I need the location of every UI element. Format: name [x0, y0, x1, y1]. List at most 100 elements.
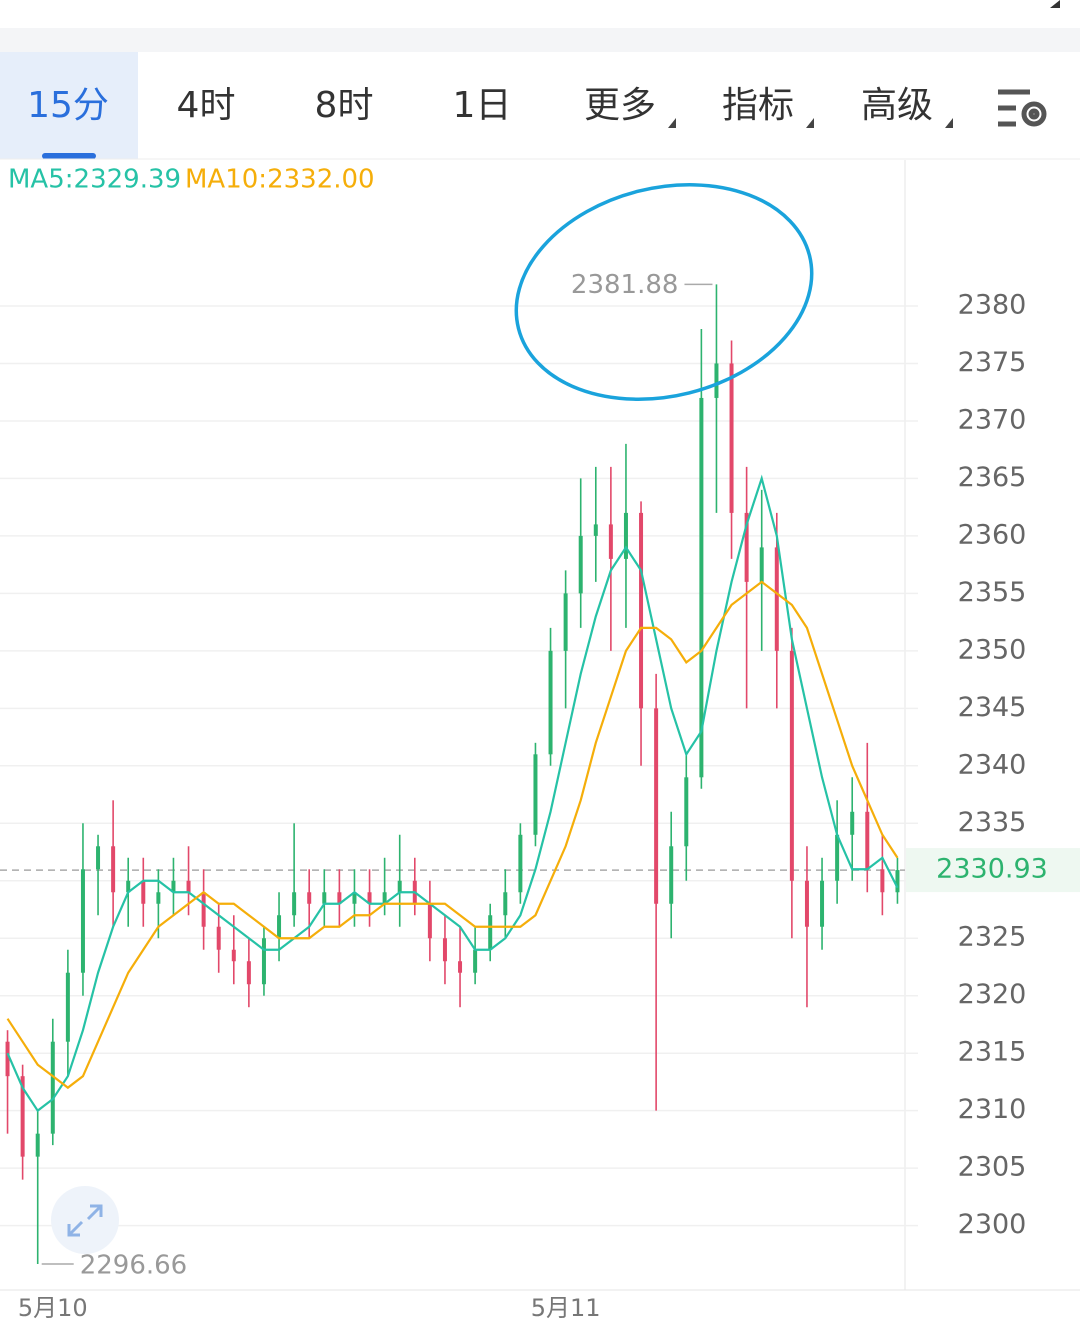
candle-body [789, 650, 794, 881]
candle-body [216, 926, 221, 950]
y-tick-label: 2380 [958, 289, 1027, 320]
tab-indicator [42, 153, 96, 159]
y-tick-label: 2340 [958, 749, 1027, 780]
candle-body [80, 869, 85, 973]
x-tick-label: 5月10 [18, 1294, 88, 1319]
candle-body [277, 915, 282, 939]
candle-body [608, 524, 613, 559]
tab[interactable]: 指标 [722, 85, 794, 126]
candle-body [458, 961, 463, 973]
y-tick-label: 2325 [958, 922, 1027, 953]
candle-body [654, 708, 659, 904]
y-tick-label: 2360 [958, 519, 1027, 550]
expand-icon [67, 1204, 103, 1237]
y-tick-label: 2375 [958, 347, 1027, 378]
ma-line [6, 580, 899, 1090]
candle-body [639, 512, 644, 709]
candle-body [126, 880, 131, 893]
dropdown-arrow [945, 118, 953, 128]
candle-body [186, 880, 191, 893]
candle-body [231, 949, 236, 962]
candle-body [201, 892, 206, 927]
tab[interactable]: 更多 [584, 85, 656, 126]
candle-body [804, 880, 809, 927]
candle-body [503, 892, 508, 916]
tab[interactable]: 4时 [177, 85, 236, 126]
x-tick-label: 5月11 [531, 1294, 601, 1319]
corner-icon [1050, 0, 1060, 8]
candle-body [563, 593, 568, 651]
candle-body [382, 892, 387, 904]
tab[interactable]: 高级 [861, 85, 933, 126]
candle-body [352, 892, 357, 904]
candle-body [729, 363, 734, 513]
candle-body [548, 650, 553, 755]
candle-body [35, 1133, 40, 1157]
candle-body [684, 777, 689, 847]
candle-body [533, 754, 538, 835]
candle-body [850, 811, 855, 835]
candle-body [759, 547, 764, 582]
y-tick-label: 2335 [958, 807, 1027, 838]
y-tick-label: 2310 [958, 1094, 1027, 1125]
candle-body [307, 892, 312, 904]
candle-body [880, 869, 885, 893]
candle-body [261, 938, 266, 985]
top-strip [0, 28, 1080, 52]
candle-body [171, 880, 176, 893]
y-tick-label: 2365 [958, 462, 1027, 493]
candle-body [337, 892, 342, 904]
tab[interactable]: 1日 [453, 85, 512, 126]
y-tick-label: 2315 [958, 1037, 1027, 1068]
candle-body [518, 834, 523, 893]
last-price-label: 2330.93 [936, 854, 1048, 885]
candle-body [488, 915, 493, 950]
y-tick-label: 2355 [958, 577, 1027, 608]
candle-body [835, 834, 840, 881]
candle-body [20, 1076, 25, 1157]
candle-body [292, 892, 297, 916]
candle-body [774, 547, 779, 651]
candle-body [427, 903, 432, 939]
dropdown-arrow [668, 118, 676, 128]
candle-body [865, 811, 870, 870]
y-tick-label: 2370 [958, 404, 1027, 435]
tab-selected-bg [0, 52, 138, 159]
last-price-bg [906, 848, 1080, 893]
legend-ma10: MA10:2332.00 [185, 165, 375, 195]
tab[interactable]: 8时 [315, 85, 374, 126]
candle-body [593, 524, 598, 536]
tab[interactable]: 15分 [27, 85, 109, 126]
candle-body [714, 363, 719, 398]
candle-body [156, 892, 161, 904]
candle-body [669, 846, 674, 904]
candle-body [442, 938, 447, 962]
candle-body [141, 880, 146, 904]
expand-button[interactable] [51, 1186, 119, 1254]
candle-body [397, 880, 402, 893]
candle-body [65, 972, 70, 1042]
candle-body [5, 1041, 10, 1077]
candle-body [895, 870, 900, 893]
min-price-label: 2296.66 [80, 1251, 188, 1281]
ma-line [6, 474, 899, 1113]
y-tick-label: 2320 [958, 979, 1027, 1010]
candle-body [322, 892, 327, 904]
y-tick-label: 2305 [958, 1152, 1027, 1183]
candle-body [367, 892, 372, 904]
candle-body [623, 512, 628, 559]
candle-body [246, 961, 251, 985]
candle-body [744, 512, 749, 582]
settings-icon[interactable] [998, 89, 1047, 127]
y-tick-label: 2345 [958, 692, 1027, 723]
candle-body [699, 397, 704, 778]
highlight-ellipse [514, 183, 814, 401]
candle-body [50, 1041, 55, 1134]
candle-body [96, 846, 101, 870]
candle-body [111, 846, 116, 893]
legend-ma5: MA5:2329.39 [8, 165, 181, 195]
candle-body [473, 949, 478, 973]
dropdown-arrow [806, 118, 814, 128]
max-price-label: 2381.88 [571, 270, 679, 300]
